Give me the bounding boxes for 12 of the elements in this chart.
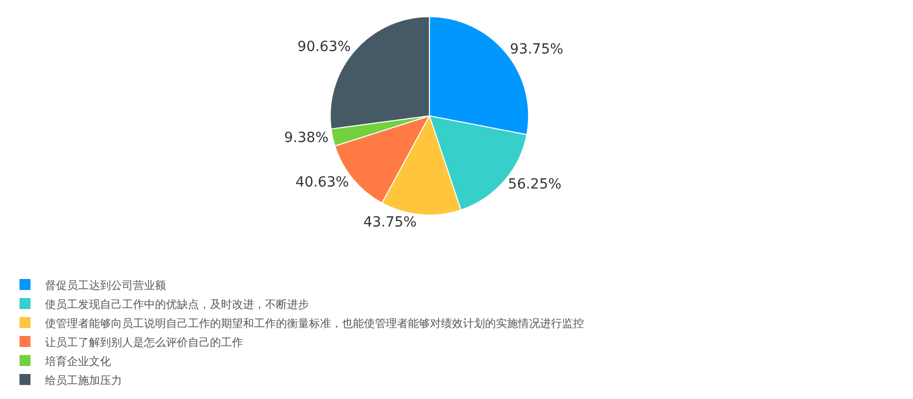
legend-label: 使管理者能够向员工说明自己工作的期望和工作的衡量标准，也能使管理者能够对绩效计划的实施情况进行监控 [45, 316, 584, 330]
data-label: 93.75% [510, 41, 564, 58]
data-label: 43.75% [363, 214, 417, 231]
legend-label: 给员工施加压力 [45, 374, 122, 387]
data-label: 9.38% [284, 130, 329, 146]
data-label: 90.63% [297, 39, 351, 56]
legend-label: 让员工了解到别人是怎么评价自己的工作 [45, 336, 243, 349]
data-label: 56.25% [508, 176, 562, 193]
data-label: 40.63% [296, 174, 349, 190]
legend-label: 督促员工达到公司营业额 [45, 278, 166, 292]
legend-label: 培育企业文化 [44, 354, 111, 368]
legend-label: 使员工发现自己工作中的优缺点，及时改进，不断进步 [45, 298, 309, 311]
